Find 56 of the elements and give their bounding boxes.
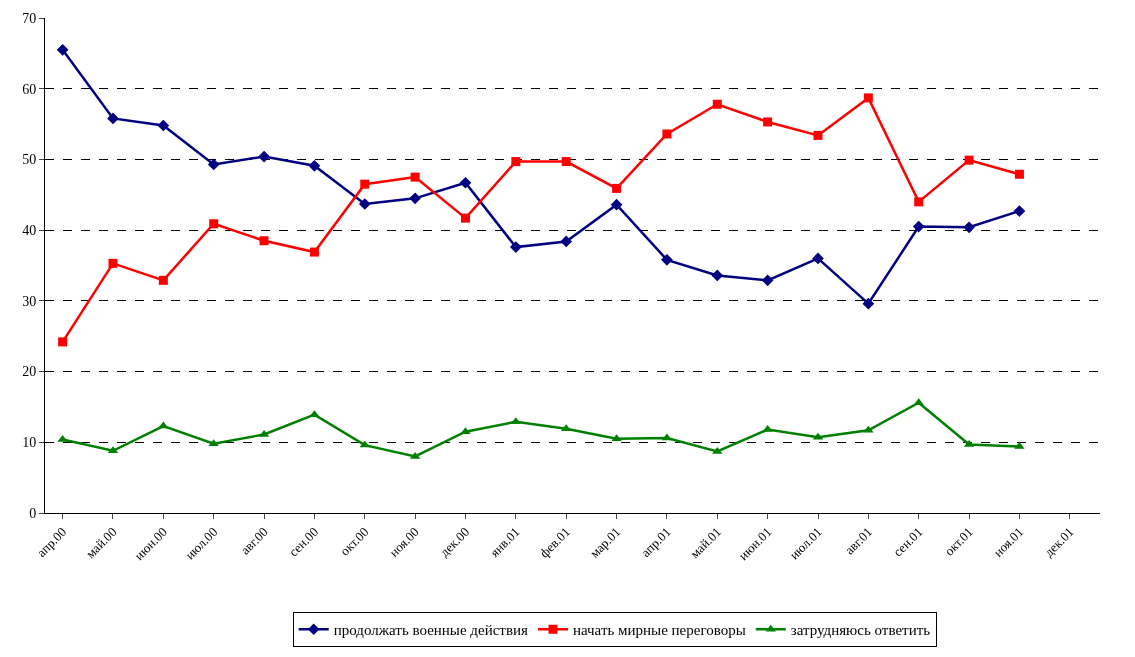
point	[712, 446, 723, 454]
point	[108, 258, 118, 268]
point	[410, 172, 420, 182]
point	[1014, 169, 1024, 179]
legend-label: затрудняюсь ответить	[790, 622, 931, 639]
point	[158, 421, 169, 429]
point	[58, 337, 68, 347]
point	[158, 275, 168, 285]
point	[763, 117, 773, 127]
point	[612, 183, 622, 193]
legend-label: начать мирные переговоры	[572, 622, 746, 639]
point	[561, 424, 572, 432]
point	[207, 158, 220, 171]
point	[862, 297, 875, 310]
point	[360, 179, 370, 189]
point	[712, 99, 722, 109]
point	[610, 198, 623, 211]
point	[914, 197, 924, 207]
point	[209, 219, 219, 229]
point	[56, 43, 69, 56]
point	[308, 159, 321, 172]
y-tick-label: 0	[29, 505, 37, 521]
point	[912, 220, 925, 233]
point	[711, 269, 724, 282]
point	[57, 434, 68, 442]
point	[812, 252, 824, 265]
y-tick-label: 40	[22, 223, 37, 239]
point	[459, 176, 472, 189]
y-tick-label: 10	[22, 435, 37, 451]
point	[409, 192, 421, 205]
y-tick-label: 50	[22, 152, 37, 168]
y-tick-label: 70	[22, 10, 37, 26]
point	[107, 112, 119, 125]
point	[358, 198, 371, 210]
point	[560, 235, 573, 248]
point	[863, 425, 874, 433]
point	[511, 157, 521, 167]
point	[460, 213, 470, 223]
point	[761, 274, 774, 287]
point	[813, 130, 823, 140]
point	[510, 241, 522, 253]
point	[963, 221, 975, 234]
legend-label: продолжать военные действия	[333, 622, 528, 639]
point	[863, 93, 873, 103]
y-tick-label: 60	[22, 81, 37, 97]
y-tick-label: 20	[22, 364, 37, 380]
point	[964, 155, 974, 165]
y-tick-label: 30	[22, 293, 37, 309]
point	[258, 150, 270, 163]
point	[1013, 205, 1026, 217]
point	[662, 129, 672, 139]
point	[561, 157, 571, 167]
point	[309, 247, 319, 257]
point	[661, 253, 673, 266]
point	[259, 236, 269, 246]
point	[157, 119, 170, 132]
